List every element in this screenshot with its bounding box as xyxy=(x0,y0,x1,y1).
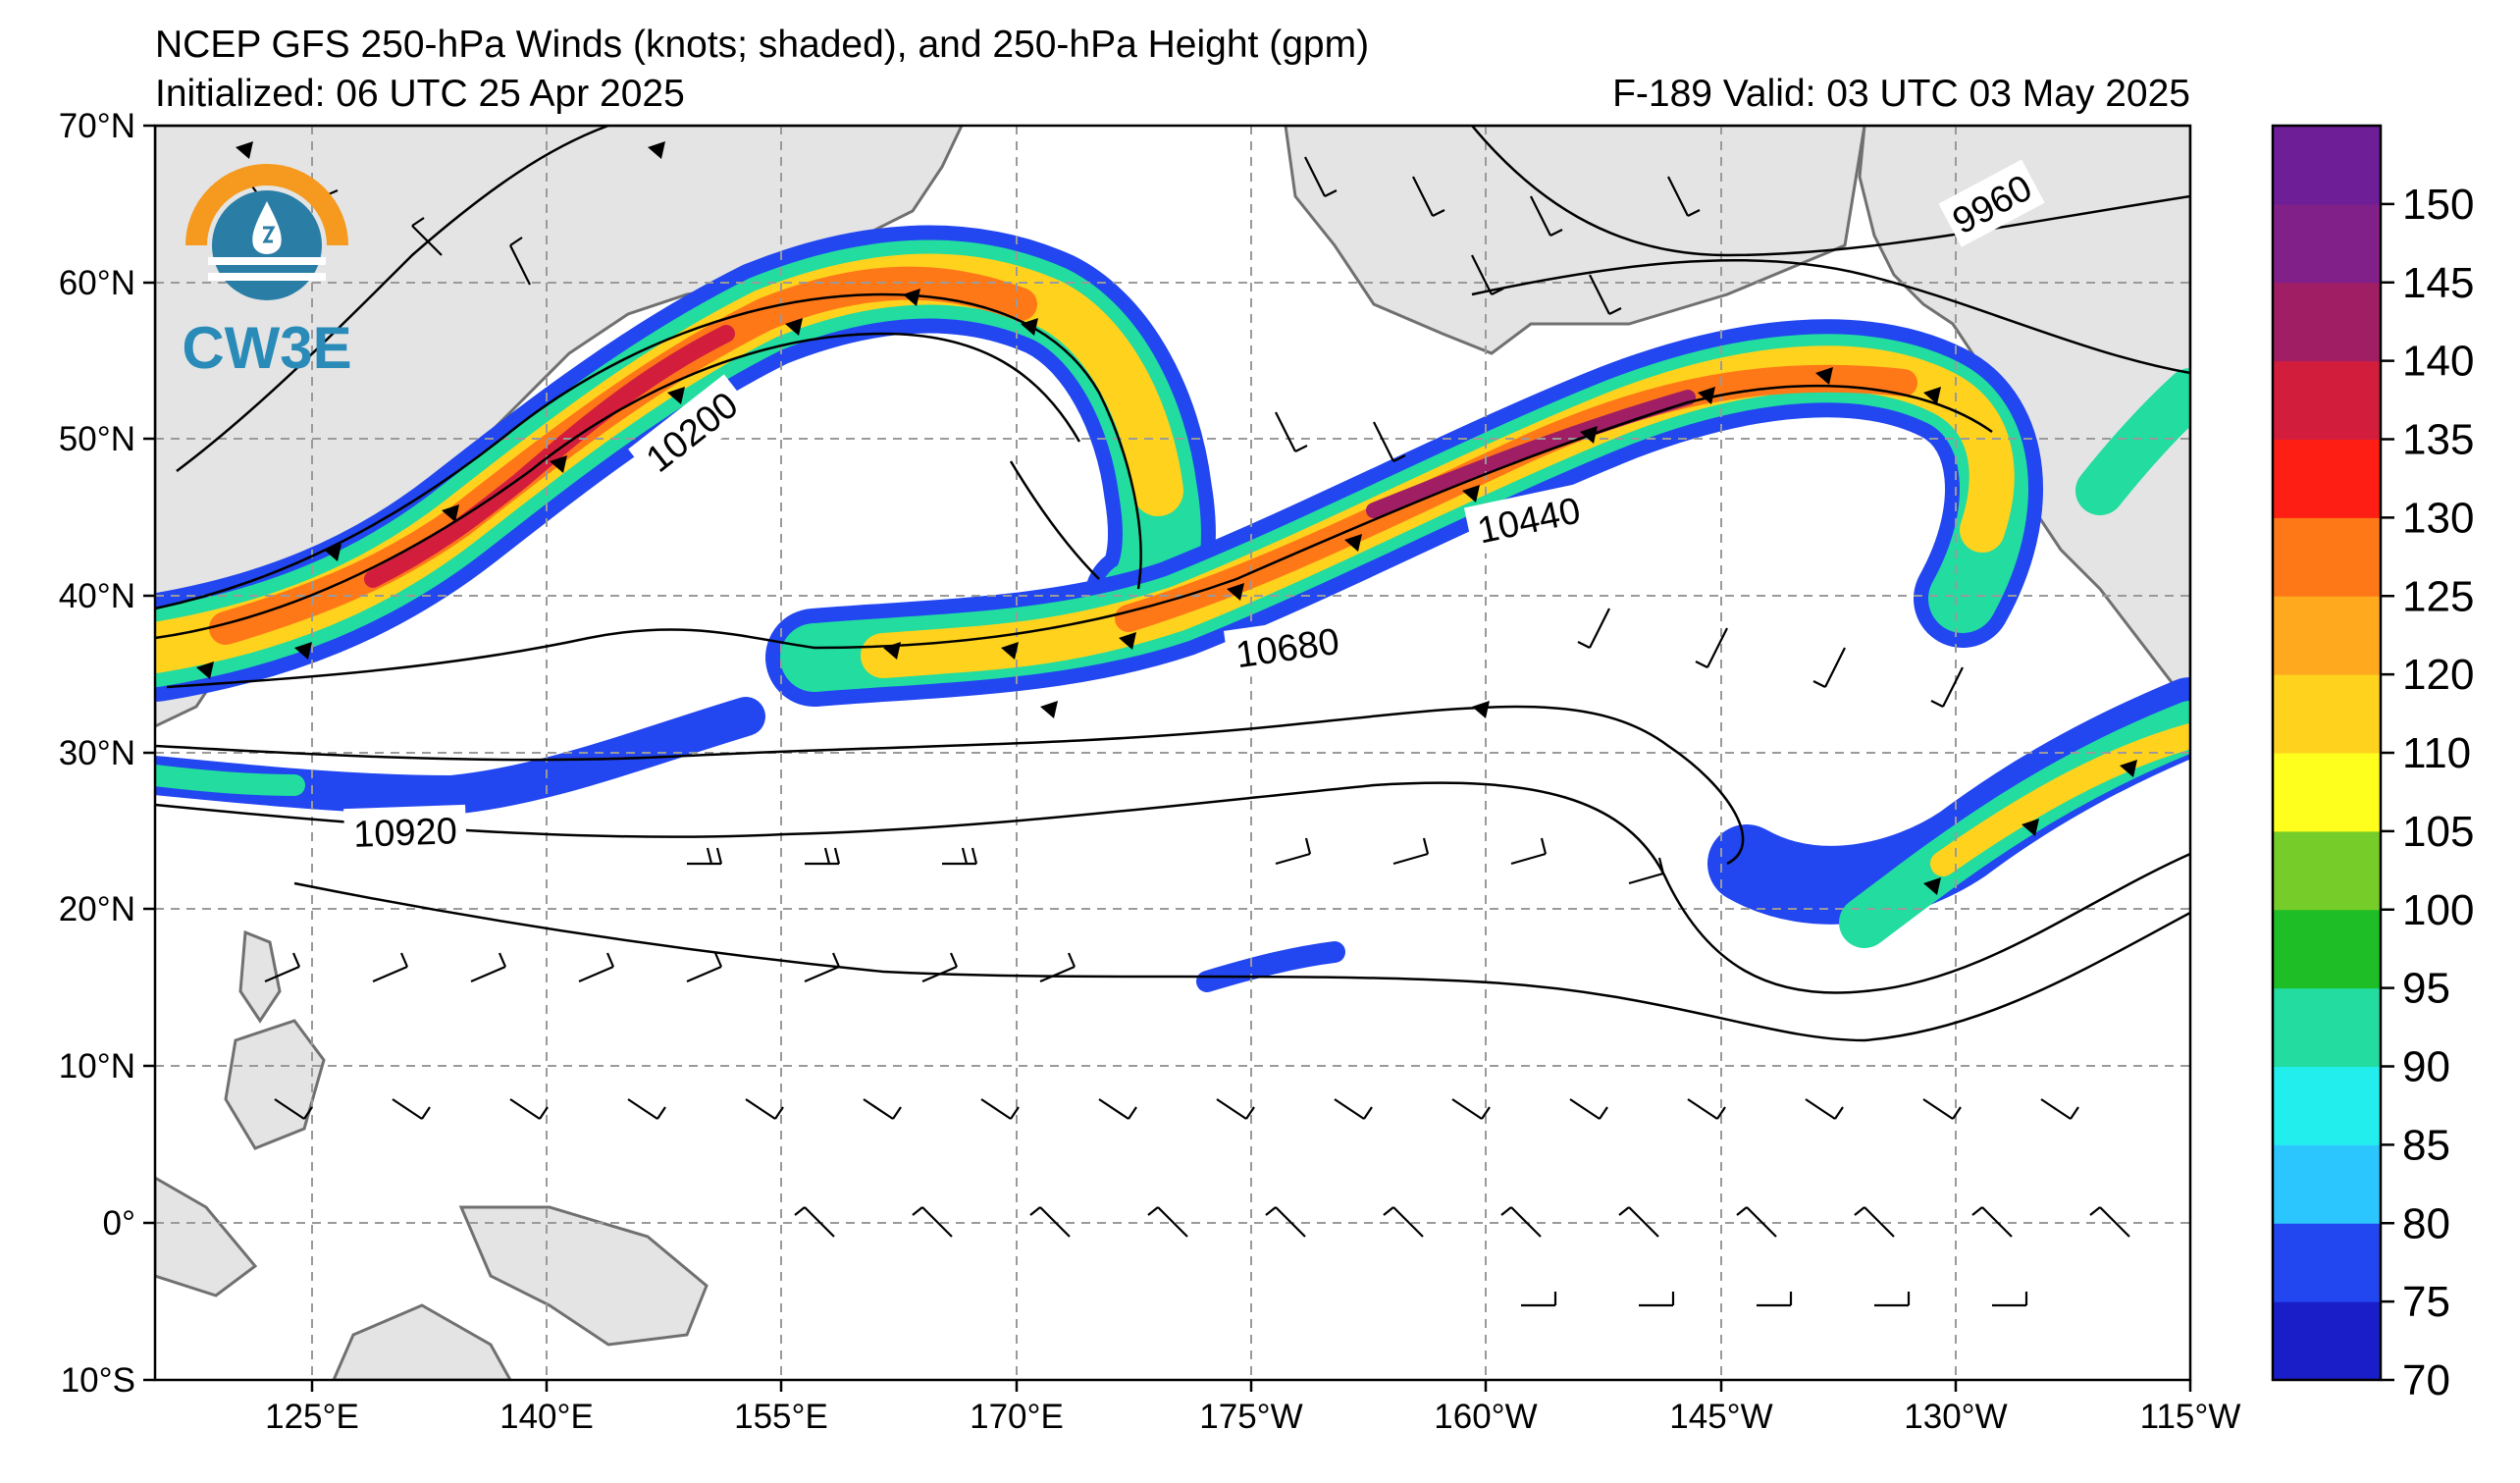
svg-text:10920: 10920 xyxy=(352,811,457,856)
lon-tick: 170°E xyxy=(970,1398,1064,1436)
colorbar-swatch xyxy=(2273,1066,2381,1145)
wind-speed-shading xyxy=(155,225,2190,992)
lat-tick: 50°N xyxy=(59,420,135,458)
colorbar-tick-label: 90 xyxy=(2402,1043,2450,1091)
sumatra-java xyxy=(155,1176,258,1298)
initialized-time: Initialized: 06 UTC 25 Apr 2025 xyxy=(155,73,685,115)
colorbar-swatch xyxy=(2273,1301,2381,1381)
height-label-10920: 10920 xyxy=(343,804,467,859)
lat-tick: 60°N xyxy=(59,264,135,302)
tick-marks xyxy=(143,124,2192,1392)
wind-barbs xyxy=(244,156,2130,1307)
lat-tick: 20°N xyxy=(59,890,135,928)
colorbar-swatch xyxy=(2273,126,2381,205)
svg-text:CW3E: CW3E xyxy=(182,315,351,381)
colorbar-tick-label: 80 xyxy=(2402,1199,2450,1247)
colorbar-tick-label: 70 xyxy=(2402,1356,2450,1404)
lat-tick: 0° xyxy=(103,1204,135,1243)
colorbar-swatch xyxy=(2273,282,2381,362)
lat-tick: 10°S xyxy=(61,1361,135,1400)
colorbar-tick-label: 85 xyxy=(2402,1121,2450,1169)
grid-lines xyxy=(155,126,2190,1380)
height-labels: 10200 10440 10680 10920 9960 xyxy=(343,159,2045,859)
colorbar-tick-label: 150 xyxy=(2402,181,2474,229)
chart-title: NCEP GFS 250-hPa Winds (knots; shaded), … xyxy=(155,24,1370,66)
lat-tick: 10°N xyxy=(59,1047,135,1086)
lon-tick: 145°W xyxy=(1669,1398,1772,1436)
colorbar-tick-label: 125 xyxy=(2402,572,2474,620)
colorbar-swatch xyxy=(2273,830,2381,911)
colorbar: 70 75 80 85 90 95 100 105 110 120 125 130 135 140 145 1… xyxy=(2271,124,2474,1404)
colorbar-tick-label: 110 xyxy=(2402,729,2471,777)
colorbar-swatch xyxy=(2273,360,2381,440)
colorbar-tick-label: 95 xyxy=(2402,965,2450,1013)
lon-tick: 160°W xyxy=(1434,1398,1537,1436)
alaska-landmass xyxy=(1284,126,1866,355)
colorbar-swatch xyxy=(2273,1223,2381,1302)
cw3e-logo: CW3E xyxy=(182,164,352,381)
colorbar-swatch xyxy=(2273,674,2381,754)
valid-time: F-189 Valid: 03 UTC 03 May 2025 xyxy=(1612,73,2190,115)
lon-axis-labels: 125°E 140°E 155°E 170°E 175°W 160°W 145°… xyxy=(265,1398,2240,1436)
lon-tick: 175°W xyxy=(1199,1398,1302,1436)
colorbar-tick-label: 105 xyxy=(2402,808,2474,856)
colorbar-swatch xyxy=(2273,517,2381,597)
lat-tick: 30°N xyxy=(59,734,135,772)
colorbar-tick-label: 130 xyxy=(2402,494,2474,542)
colorbar-tick-label: 120 xyxy=(2402,651,2474,699)
lon-tick: 155°E xyxy=(734,1398,828,1436)
colorbar-tick-label: 145 xyxy=(2402,259,2474,307)
colorbar-swatch xyxy=(2273,987,2381,1067)
lat-tick: 40°N xyxy=(59,577,135,615)
lon-tick: 130°W xyxy=(1904,1398,2007,1436)
philippines-islands xyxy=(238,929,282,1024)
wind-flags xyxy=(196,141,2137,895)
colorbar-swatch xyxy=(2273,753,2381,832)
colorbar-tick-label: 140 xyxy=(2402,338,2474,386)
lon-tick: 115°W xyxy=(2140,1398,2241,1436)
lon-tick: 140°E xyxy=(499,1398,594,1436)
australia-north xyxy=(332,1303,512,1380)
new-guinea-island xyxy=(458,1205,709,1347)
colorbar-swatch xyxy=(2273,909,2381,989)
lon-tick: 125°E xyxy=(265,1398,359,1436)
colorbar-swatch xyxy=(2273,439,2381,518)
lat-tick: 70°N xyxy=(59,107,135,145)
colorbar-tick-label: 75 xyxy=(2402,1278,2450,1326)
height-contours xyxy=(155,126,2190,1042)
colorbar-swatch xyxy=(2273,1144,2381,1224)
colorbar-tick-label: 100 xyxy=(2402,886,2474,934)
colorbar-swatch xyxy=(2273,596,2381,675)
colorbar-tick-label: 135 xyxy=(2402,416,2474,464)
colorbar-swatch xyxy=(2273,203,2381,284)
lat-axis-labels: 70°N 60°N 50°N 40°N 30°N 20°N 10°N 0° 10… xyxy=(59,107,135,1400)
jet-northeast xyxy=(2075,368,2190,515)
